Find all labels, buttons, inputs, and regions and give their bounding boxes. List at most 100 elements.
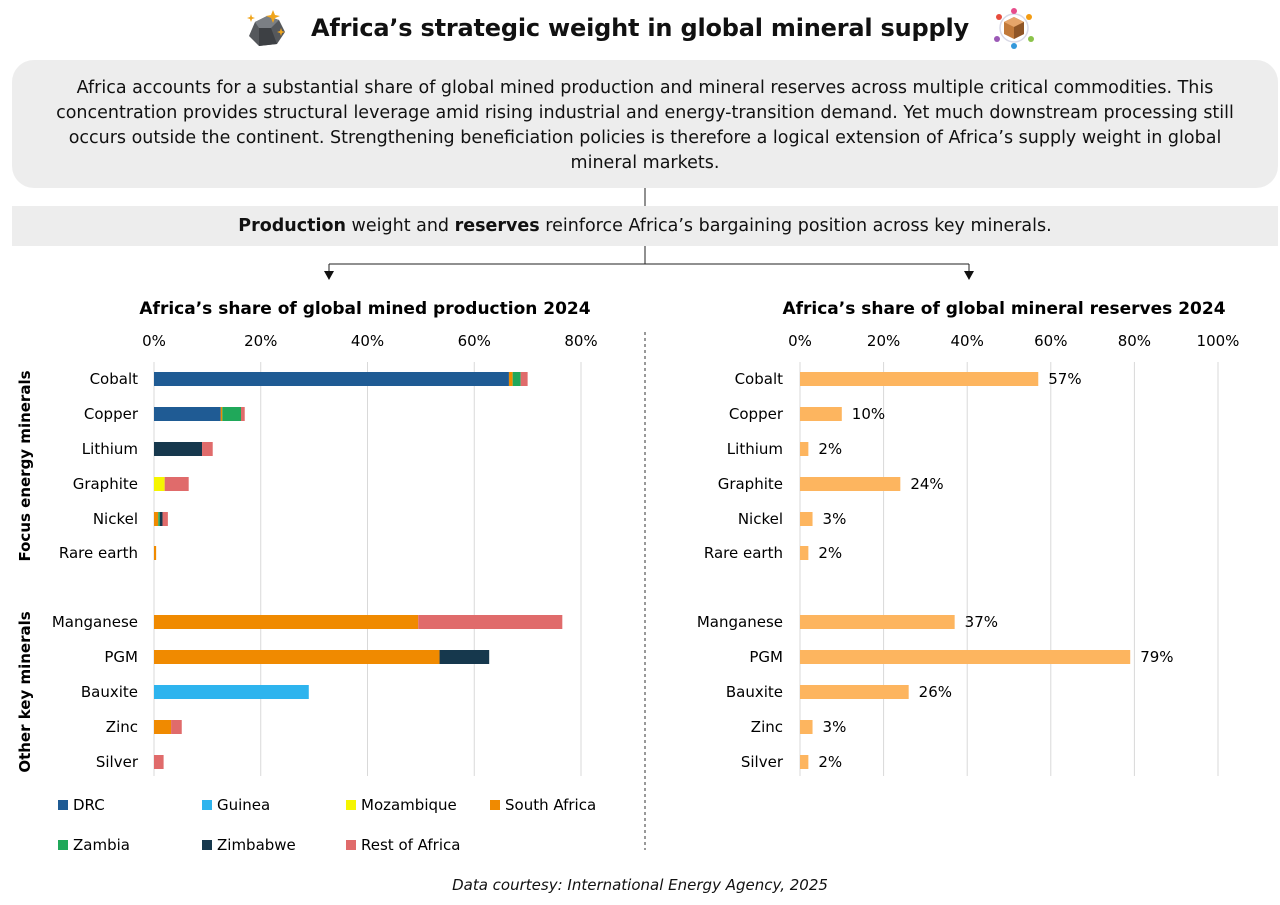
reserves-bar-manganese xyxy=(800,615,955,629)
arrow-down-icon xyxy=(324,271,334,280)
reserves-tick-label: 0% xyxy=(788,332,812,350)
production-chart-title: Africa’s share of global mined productio… xyxy=(139,299,590,319)
production-bar-copper-drc xyxy=(154,407,221,421)
reserves-category-label-copper: Copper xyxy=(729,405,784,423)
production-category-label-lithium: Lithium xyxy=(82,440,138,458)
group-label-other-key-minerals: Other key minerals xyxy=(16,611,34,772)
thesis-text-end: reinforce Africa’s bargaining position a… xyxy=(539,216,1052,236)
reserves-bar-silver xyxy=(800,755,809,769)
reserves-bar-lithium xyxy=(800,442,809,456)
production-category-label-pgm: PGM xyxy=(104,648,138,666)
legend-swatch-guinea xyxy=(202,800,212,810)
production-category-label-manganese: Manganese xyxy=(52,613,138,631)
arrow-down-icon xyxy=(964,271,974,280)
production-bar-cobalt-rest-of-africa xyxy=(520,372,528,386)
reserves-bar-zinc xyxy=(800,720,813,734)
legend-label-rest-of-africa: Rest of Africa xyxy=(361,836,460,854)
legend-swatch-zimbabwe xyxy=(202,840,212,850)
reserves-tick-label: 60% xyxy=(1034,332,1067,350)
legend-label-zimbabwe: Zimbabwe xyxy=(217,836,296,854)
reserves-category-label-graphite: Graphite xyxy=(718,475,783,493)
production-bar-bauxite-guinea xyxy=(154,685,309,699)
production-bar-cobalt-drc xyxy=(154,372,509,386)
production-bar-manganese-south-africa xyxy=(154,615,419,629)
thesis-text-mid: weight and xyxy=(345,216,455,236)
legend-swatch-zambia xyxy=(58,840,68,850)
reserves-bar-bauxite xyxy=(800,685,909,699)
reserves-bar-pgm xyxy=(800,650,1131,664)
reserves-category-label-cobalt: Cobalt xyxy=(735,370,784,388)
production-bar-cobalt-zambia xyxy=(512,372,521,386)
legend-swatch-drc xyxy=(58,800,68,810)
reserves-data-label-manganese: 37% xyxy=(965,613,998,631)
production-bar-lithium-zimbabwe xyxy=(154,442,203,456)
production-category-label-cobalt: Cobalt xyxy=(90,370,139,388)
reserves-data-label-pgm: 79% xyxy=(1140,648,1173,666)
production-category-label-nickel: Nickel xyxy=(93,510,138,528)
ore-rocks-icon xyxy=(247,10,286,46)
legend-label-guinea: Guinea xyxy=(217,796,270,814)
reserves-category-label-nickel: Nickel xyxy=(738,510,783,528)
production-bar-graphite-rest-of-africa xyxy=(164,477,189,491)
production-bar-nickel-zimbabwe xyxy=(159,512,163,526)
reserves-data-label-cobalt: 57% xyxy=(1048,370,1081,388)
reserves-tick-label: 20% xyxy=(867,332,900,350)
production-bar-nickel-zambia xyxy=(158,512,160,526)
summary-text: Africa accounts for a substantial share … xyxy=(56,78,1234,173)
reserves-chart-title: Africa’s share of global mineral reserve… xyxy=(782,299,1225,319)
reserves-bar-rare-earth xyxy=(800,546,809,560)
thesis-box: Production weight and reserves reinforce… xyxy=(12,206,1278,246)
legend-swatch-south-africa xyxy=(490,800,500,810)
production-bar-pgm-south-africa xyxy=(154,650,440,664)
production-bar-copper-south-africa xyxy=(220,407,223,421)
production-bar-rare-earth-south-africa xyxy=(154,546,157,560)
production-bar-zinc-south-africa xyxy=(154,720,172,734)
production-bar-copper-zambia xyxy=(222,407,242,421)
production-category-label-graphite: Graphite xyxy=(73,475,138,493)
reserves-tick-label: 40% xyxy=(951,332,984,350)
production-bar-zinc-rest-of-africa xyxy=(171,720,182,734)
production-bar-lithium-rest-of-africa xyxy=(202,442,213,456)
reserves-bar-nickel xyxy=(800,512,813,526)
production-tick-label: 0% xyxy=(142,332,166,350)
summary-box: Africa accounts for a substantial share … xyxy=(12,60,1278,188)
reserves-category-label-rare-earth: Rare earth xyxy=(704,544,783,562)
group-label-focus-energy-minerals: Focus energy minerals xyxy=(16,370,34,561)
legend-label-south-africa: South Africa xyxy=(505,796,596,814)
reserves-tick-label: 80% xyxy=(1118,332,1151,350)
production-bar-manganese-rest-of-africa xyxy=(418,615,563,629)
page-title: Africa’s strategic weight in global mine… xyxy=(311,14,969,42)
reserves-bar-copper xyxy=(800,407,842,421)
reserves-data-label-zinc: 3% xyxy=(823,718,847,736)
reserves-data-label-graphite: 24% xyxy=(910,475,943,493)
reserves-data-label-bauxite: 26% xyxy=(919,683,952,701)
production-tick-label: 20% xyxy=(244,332,277,350)
reserves-bar-cobalt xyxy=(800,372,1039,386)
reserves-data-label-copper: 10% xyxy=(852,405,885,423)
legend-swatch-mozambique xyxy=(346,800,356,810)
production-bar-cobalt-south-africa xyxy=(508,372,513,386)
production-category-label-bauxite: Bauxite xyxy=(81,683,138,701)
production-bar-nickel-south-africa xyxy=(154,512,159,526)
thesis-bold-reserves: reserves xyxy=(454,216,540,236)
header: Africa’s strategic weight in global mine… xyxy=(0,6,1280,50)
production-bar-graphite-mozambique xyxy=(154,477,165,491)
mineral-network-icon xyxy=(993,8,1034,49)
production-bar-nickel-rest-of-africa xyxy=(162,512,168,526)
reserves-data-label-nickel: 3% xyxy=(823,510,847,528)
production-category-label-copper: Copper xyxy=(84,405,139,423)
reserves-category-label-bauxite: Bauxite xyxy=(726,683,783,701)
reserves-data-label-lithium: 2% xyxy=(818,440,842,458)
data-credit: Data courtesy: International Energy Agen… xyxy=(452,876,828,894)
production-bar-pgm-zimbabwe xyxy=(439,650,490,664)
reserves-category-label-pgm: PGM xyxy=(749,648,783,666)
legend-label-drc: DRC xyxy=(73,796,105,814)
production-tick-label: 80% xyxy=(564,332,597,350)
reserves-category-label-zinc: Zinc xyxy=(751,718,783,736)
legend-label-zambia: Zambia xyxy=(73,836,130,854)
production-bar-silver-rest-of-africa xyxy=(154,755,164,769)
legend-label-mozambique: Mozambique xyxy=(361,796,457,814)
reserves-data-label-silver: 2% xyxy=(818,753,842,771)
reserves-data-label-rare-earth: 2% xyxy=(818,544,842,562)
